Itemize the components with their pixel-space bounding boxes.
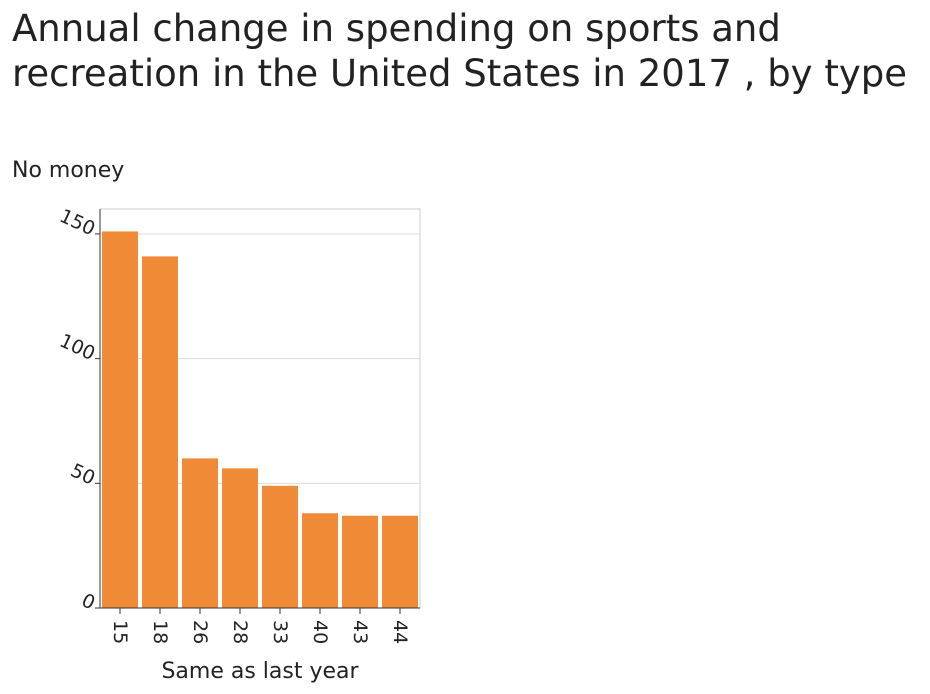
- bar: [382, 515, 418, 608]
- x-tick-label: 43: [349, 620, 371, 644]
- y-tick-label: 100: [56, 330, 98, 365]
- bar: [142, 256, 178, 608]
- bars: [102, 231, 418, 608]
- x-tick-label: 26: [189, 620, 211, 644]
- y-tick-label: 150: [56, 205, 98, 240]
- y-tick-label: 0: [78, 589, 98, 614]
- x-tick-label: 40: [309, 620, 331, 644]
- y-axis-ticks: 0 50 100 150: [56, 205, 100, 614]
- chart-title: Annual change in spending on sports and …: [12, 7, 907, 95]
- x-tick-label: 33: [269, 620, 291, 644]
- x-tick-label: 28: [229, 620, 251, 644]
- bar: [342, 515, 378, 608]
- bar: [222, 468, 258, 608]
- bar: [262, 485, 298, 608]
- y-axis-label: No money: [12, 158, 125, 183]
- y-tick-label: 50: [67, 459, 98, 489]
- x-tick-label: 18: [149, 620, 171, 644]
- x-tick-label: 15: [109, 620, 131, 644]
- bar: [182, 458, 218, 608]
- bar: [102, 231, 138, 608]
- bar: [302, 513, 338, 608]
- x-axis-label: Same as last year: [161, 659, 359, 684]
- x-tick-label: 44: [389, 620, 411, 644]
- x-axis-ticks: 15 18 26 28 33 40 43 44: [109, 608, 411, 644]
